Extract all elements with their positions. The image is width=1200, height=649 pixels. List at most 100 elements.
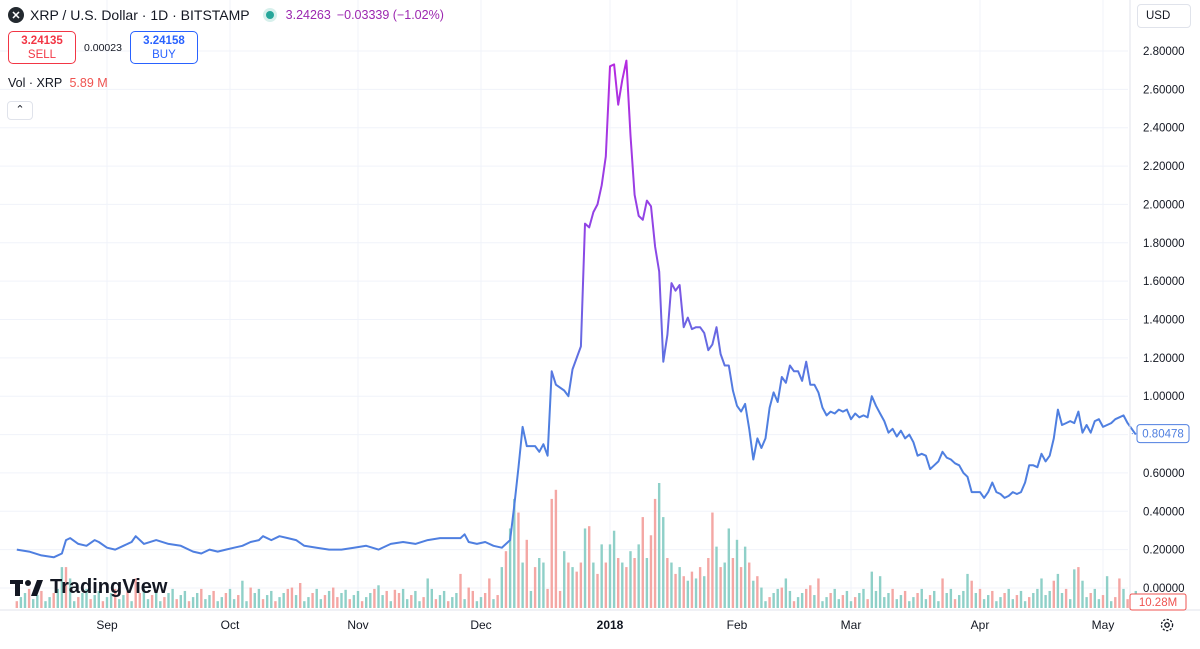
- volume-bar: [567, 562, 570, 608]
- volume-value: 5.89 M: [69, 76, 108, 90]
- volume-bar: [625, 567, 628, 608]
- buy-price: 3.24158: [143, 35, 185, 47]
- gear-icon[interactable]: [1159, 617, 1175, 633]
- volume-bar: [52, 593, 55, 608]
- volume-bar: [731, 558, 735, 608]
- chevron-up-icon[interactable]: ⌃: [7, 101, 33, 120]
- volume-bar: [1097, 599, 1101, 608]
- volume-bar: [1032, 593, 1035, 608]
- volume-bar: [727, 528, 731, 608]
- volume-bar: [105, 597, 109, 608]
- volume-bar: [974, 593, 978, 608]
- sell-label: SELL: [27, 49, 57, 61]
- volume-bar: [933, 590, 936, 608]
- currency-selector[interactable]: USD: [1137, 4, 1191, 28]
- volume-bar: [657, 483, 661, 608]
- tradingview-logo-icon: [10, 579, 43, 596]
- volume-bar: [171, 588, 174, 608]
- volume-bar: [89, 599, 92, 608]
- volume-bar: [575, 571, 578, 608]
- volume-bar: [32, 599, 35, 608]
- price-line[interactable]: [16, 59, 1137, 559]
- volume-bar: [792, 601, 796, 608]
- volume-bar: [1023, 601, 1027, 608]
- volume-bar: [23, 593, 27, 608]
- volume-bar: [513, 498, 516, 608]
- volume-bar: [920, 588, 923, 608]
- volume-bar: [916, 593, 919, 608]
- buy-button[interactable]: 3.24158 BUY: [129, 31, 198, 64]
- volume-bar: [878, 576, 882, 608]
- volume-bar: [895, 599, 898, 608]
- volume-bar: [845, 590, 849, 608]
- volume-bar: [1007, 588, 1010, 608]
- volume-bar: [987, 595, 990, 608]
- volume-bar: [546, 588, 549, 608]
- volume-bar: [175, 599, 178, 608]
- volume-bar: [381, 595, 384, 608]
- volume-bar: [957, 595, 961, 608]
- volume-bar: [674, 573, 677, 608]
- volume-legend[interactable]: Vol · XRP 5.89 M: [8, 76, 108, 90]
- volume-bar: [220, 597, 223, 608]
- volume-bar: [64, 567, 68, 608]
- volume-bar: [874, 590, 878, 608]
- volume-bar: [1101, 595, 1105, 608]
- volume-bar: [641, 517, 644, 608]
- volume-bar: [294, 595, 298, 608]
- volume-bar: [941, 578, 944, 608]
- volume-bar: [1126, 599, 1129, 608]
- volume-bar: [645, 558, 649, 608]
- volume-bar: [686, 580, 690, 608]
- volume-bar: [719, 567, 722, 608]
- tradingview-logo[interactable]: TradingView: [10, 576, 167, 599]
- volume-bar: [150, 595, 154, 608]
- volume-bar: [707, 558, 710, 608]
- volume-bar: [475, 601, 479, 608]
- volume-bar: [224, 593, 228, 608]
- volume-bar: [492, 599, 495, 608]
- volume-bar: [340, 593, 343, 608]
- volume-bar: [949, 588, 953, 608]
- sell-button[interactable]: 3.24135 SELL: [8, 31, 76, 64]
- y-tick-label: 0.20000: [1143, 545, 1185, 557]
- last-price: 3.24263: [285, 8, 331, 22]
- volume-bar: [1089, 593, 1092, 608]
- y-tick-label: 1.20000: [1143, 353, 1185, 365]
- volume-bar: [261, 599, 265, 608]
- volume-bar: [752, 580, 755, 608]
- volume-bar: [1114, 597, 1117, 608]
- volume-bar: [496, 595, 499, 608]
- chart-title[interactable]: XRP / U.S. Dollar · 1D · BITSTAMP: [30, 7, 250, 23]
- volume-bar: [183, 590, 187, 608]
- volume-bar: [653, 498, 657, 608]
- volume-bar: [690, 571, 694, 608]
- last-volume-tag[interactable]: [1129, 593, 1187, 611]
- volume-bar: [101, 601, 105, 608]
- volume-bar: [682, 576, 685, 608]
- volume-bar: [1085, 597, 1088, 608]
- volume-bar: [853, 597, 857, 608]
- volume-bar: [232, 599, 236, 608]
- volume-bar: [257, 588, 261, 608]
- volume-bar: [253, 593, 256, 608]
- volume-bar: [1052, 580, 1055, 608]
- volume-bar: [554, 489, 558, 608]
- volume-bar: [36, 595, 39, 608]
- volume-bar: [1069, 599, 1072, 608]
- last-price-tag[interactable]: [1136, 424, 1190, 444]
- volume-bar: [40, 590, 43, 608]
- volume-bar: [336, 597, 339, 608]
- volume-bar: [1081, 580, 1084, 608]
- volume-bar: [389, 601, 392, 608]
- volume-bar: [962, 590, 965, 608]
- volume-bar: [377, 585, 380, 608]
- market-status-dot: [265, 11, 274, 19]
- sell-price: 3.24135: [21, 35, 63, 47]
- volume-bar: [678, 567, 681, 608]
- volume-bar: [662, 517, 665, 608]
- volume-bar: [966, 573, 969, 608]
- volume-bar: [163, 597, 166, 608]
- xrp-icon[interactable]: ✕: [8, 7, 24, 23]
